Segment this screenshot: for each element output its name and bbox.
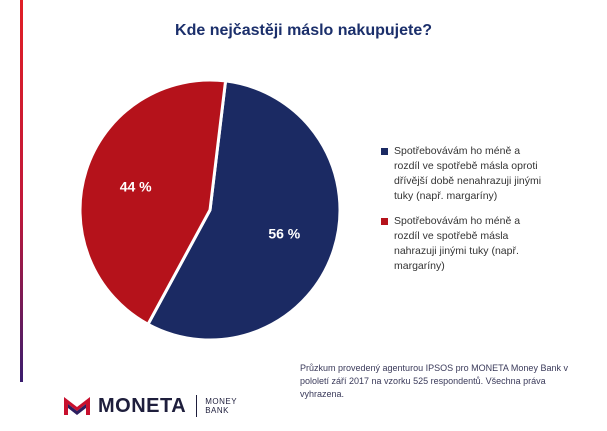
slice-value-label: 56 % xyxy=(268,226,300,242)
logo-sub-line1: MONEY xyxy=(205,397,238,406)
moneta-logo: MONETA MONEY BANK xyxy=(64,393,237,419)
chart-title: Kde nejčastěji máslo nakupujete? xyxy=(175,22,432,39)
logo-divider xyxy=(196,395,198,417)
legend-swatch xyxy=(381,148,388,155)
legend-label: Spotřebovávám ho méně a rozdíl ve spotře… xyxy=(394,215,521,272)
legend-label: Spotřebovávám ho méně a rozdíl ve spotře… xyxy=(394,145,542,202)
legend: Spotřebovávám ho méně a rozdíl ve spotře… xyxy=(381,144,546,284)
slice-value-label: 44 % xyxy=(120,178,152,194)
legend-item: Spotřebovávám ho méně a rozdíl ve spotře… xyxy=(381,144,546,204)
pie-chart: 56 % 44 % xyxy=(78,78,342,342)
footnote: Průzkum provedený agenturou IPSOS pro MO… xyxy=(300,363,568,399)
pie-slice xyxy=(145,79,342,342)
logo-text: MONETA xyxy=(98,394,187,417)
legend-item: Spotřebovávám ho méně a rozdíl ve spotře… xyxy=(381,214,546,274)
accent-bar xyxy=(20,0,23,382)
moneta-logo-icon xyxy=(64,397,90,415)
pie-slice xyxy=(78,78,228,327)
legend-swatch xyxy=(381,218,388,225)
logo-sub-line2: BANK xyxy=(205,406,229,415)
logo-subtext: MONEY BANK xyxy=(205,397,237,415)
